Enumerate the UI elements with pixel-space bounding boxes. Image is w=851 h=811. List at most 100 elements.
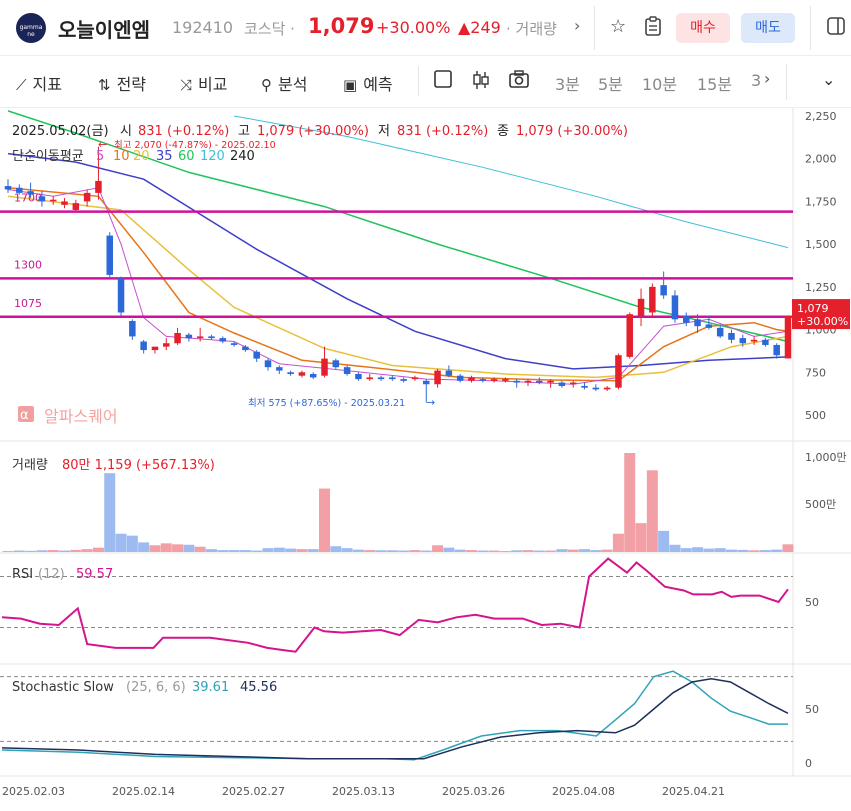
chevron-down-icon[interactable]: ⌄ xyxy=(822,70,836,89)
price-axis-tick: 500 xyxy=(805,409,826,422)
volume-bar xyxy=(205,549,217,552)
candle-body xyxy=(276,367,283,371)
candle-body xyxy=(355,373,362,380)
candle-body xyxy=(332,360,340,368)
candle-body xyxy=(603,387,611,390)
candle-body xyxy=(366,377,373,380)
volume-bar xyxy=(533,550,545,552)
candle-body xyxy=(434,370,441,385)
volume-axis-tick: 500만 xyxy=(805,498,836,511)
ma-legend-label: 단순이동평균 xyxy=(12,149,84,164)
star-icon[interactable]: ☆ xyxy=(610,16,627,37)
panel-toggle-icon[interactable] xyxy=(826,16,846,41)
low-annotation: 최저 575 (+87.65%) - 2025.03.21 xyxy=(248,398,405,409)
volume-bar xyxy=(47,550,59,552)
date-axis-tick: 2025.02.14 xyxy=(112,785,175,798)
volume-bar xyxy=(273,547,285,552)
ma-legend-period: 20 xyxy=(133,149,150,164)
candle-body xyxy=(536,380,543,383)
volume-bar xyxy=(172,544,184,552)
strategy-button[interactable]: ⇅ 전략 xyxy=(98,75,147,94)
volume-bar xyxy=(138,542,150,552)
analysis-button[interactable]: ⚲ 분석 xyxy=(261,75,308,94)
candle-body xyxy=(196,336,204,339)
candle-body xyxy=(174,332,181,344)
candle-body xyxy=(83,192,91,202)
volume-bar xyxy=(443,547,455,552)
candle-body xyxy=(4,186,12,190)
sell-button[interactable]: 매도 xyxy=(741,13,795,43)
forecast-button[interactable]: ▣ 예측 xyxy=(343,75,393,94)
volume-bar xyxy=(364,550,376,552)
candle-body xyxy=(615,355,622,388)
candle-body xyxy=(377,377,385,380)
ma20-line xyxy=(7,195,789,379)
ma-legend-period: 240 xyxy=(230,149,255,164)
ma-legend-period: 10 xyxy=(113,149,130,164)
volume-bar xyxy=(375,550,387,552)
candle-body xyxy=(287,372,294,374)
buy-button[interactable]: 매수 xyxy=(676,13,730,43)
candle-body xyxy=(163,343,170,347)
open-value: 831 (+0.12%) xyxy=(138,124,229,139)
volume-bar xyxy=(669,544,681,552)
volume-bar xyxy=(522,550,534,552)
camera-icon[interactable] xyxy=(508,69,530,93)
candle-body xyxy=(773,344,780,356)
stochastic-d-line xyxy=(1,678,789,760)
price-axis-tick: 1,500 xyxy=(805,238,837,251)
volume-bar xyxy=(703,548,715,552)
candle-body xyxy=(705,324,713,328)
stock-name[interactable]: 오늘이엔엠 xyxy=(58,18,150,42)
chart-area[interactable]: 2,2502,0001,7501,5001,2501,0007505001700… xyxy=(0,108,851,811)
stock-code: 192410 xyxy=(172,18,234,37)
chevron-right-icon[interactable]: › xyxy=(574,16,581,35)
memo-icon[interactable] xyxy=(644,16,662,41)
stock-header: gamma ne 오늘이엔엠 192410 코스닥 · 1,079 +30.00… xyxy=(0,0,851,56)
ma-legend-period: 120 xyxy=(200,149,225,164)
last-price-value: 1,079 xyxy=(797,302,829,315)
timeframe-10min[interactable]: 10분 xyxy=(642,75,678,94)
watermark-text: 알파스퀘어 xyxy=(44,407,118,426)
volume-bar xyxy=(126,535,138,552)
candle-body xyxy=(558,382,566,386)
volume-bar xyxy=(737,549,749,552)
price-axis-tick: 1,250 xyxy=(805,281,837,294)
volume-bar xyxy=(194,546,206,552)
volume-bar xyxy=(81,549,93,552)
candle-body xyxy=(423,380,430,385)
timeframe-5min[interactable]: 5분 xyxy=(598,75,623,94)
candle-body xyxy=(16,187,23,193)
candle-body xyxy=(400,379,407,381)
ma35-line xyxy=(7,152,789,370)
compare-button[interactable]: ⤨ 비교 xyxy=(180,75,228,94)
date-axis-tick: 2025.04.08 xyxy=(552,785,615,798)
timeframe-15min[interactable]: 15분 xyxy=(697,75,733,94)
candle-body xyxy=(129,321,136,337)
volume-bar xyxy=(590,550,602,552)
indicator-button[interactable]: ⟋ 지표 xyxy=(16,75,62,94)
volume-bar xyxy=(499,551,511,553)
volume-bar xyxy=(341,548,353,552)
ma-legend-period: 5 xyxy=(96,149,104,164)
candle-body xyxy=(27,191,34,195)
candle-body xyxy=(569,382,577,385)
candle-body xyxy=(253,351,260,359)
chevron-right-icon[interactable]: › xyxy=(764,69,771,88)
volume-legend-value: 80만 1,159 (+567.13%) xyxy=(62,458,215,473)
candle-body xyxy=(502,379,509,381)
timeframe-3min[interactable]: 3분 xyxy=(555,75,580,94)
timeframe-more[interactable]: 3 xyxy=(751,71,762,90)
stochastic-axis-tick: 0 xyxy=(805,757,812,770)
volume-bar xyxy=(567,549,579,552)
ai-chip-icon: ▣ xyxy=(343,76,358,94)
candle-body xyxy=(242,346,249,351)
candle-body xyxy=(185,334,193,339)
square-icon[interactable] xyxy=(433,69,453,93)
divider xyxy=(786,64,787,100)
candle-icon[interactable] xyxy=(471,69,491,95)
candle-body xyxy=(309,373,317,378)
shuffle-icon: ⤨ xyxy=(180,76,193,94)
volume-bar xyxy=(104,473,116,552)
stock-logo: gamma ne xyxy=(16,13,46,43)
